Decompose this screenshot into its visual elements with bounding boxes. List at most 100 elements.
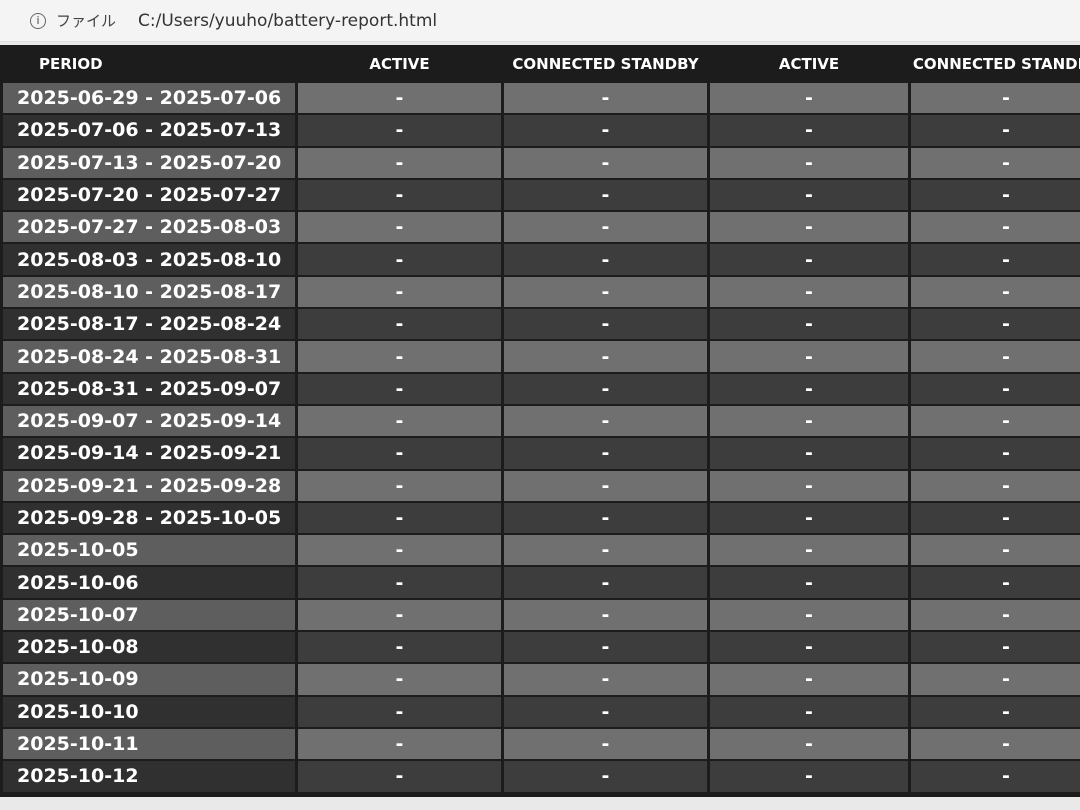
period-cell: 2025-10-09	[3, 664, 295, 695]
value-cell: -	[710, 632, 908, 663]
period-cell: 2025-08-17 - 2025-08-24	[3, 309, 295, 340]
value-cell: -	[298, 405, 501, 437]
value-cell: -	[504, 309, 707, 340]
value-cell: -	[911, 632, 1080, 663]
value-cell: -	[710, 761, 908, 792]
value-cell: -	[710, 470, 908, 501]
value-cell: -	[504, 535, 707, 566]
value-cell: -	[298, 309, 501, 340]
period-cell: 2025-10-07	[3, 599, 295, 631]
value-cell: -	[504, 179, 707, 211]
value-cell: -	[911, 502, 1080, 534]
value-cell: -	[911, 276, 1080, 308]
table-row: 2025-10-10- - - -	[3, 696, 1080, 727]
value-cell: -	[911, 373, 1080, 404]
value-cell: -	[504, 276, 707, 308]
header-row: PERIOD ACTIVE CONNECTED STANDBY ACTIVE CONNE…	[3, 47, 1080, 81]
period-cell: 2025-09-14 - 2025-09-21	[3, 438, 295, 469]
value-cell: -	[710, 599, 908, 631]
period-cell: 2025-06-29 - 2025-07-06	[3, 83, 295, 114]
value-cell: -	[298, 179, 501, 211]
table-row: 2025-09-14 - 2025-09-21- - - -	[3, 438, 1080, 469]
period-cell: 2025-09-07 - 2025-09-14	[3, 405, 295, 437]
value-cell: -	[911, 535, 1080, 566]
table-row: 2025-08-31 - 2025-09-07- - - -	[3, 373, 1080, 404]
period-cell: 2025-07-20 - 2025-07-27	[3, 179, 295, 211]
value-cell: -	[911, 438, 1080, 469]
value-cell: -	[504, 632, 707, 663]
table-row: 2025-07-20 - 2025-07-27- - - -	[3, 179, 1080, 211]
column-header: CONNECTED STANDBY	[912, 55, 1080, 73]
value-cell: -	[710, 502, 908, 534]
value-cell: -	[298, 728, 501, 760]
period-cell: 2025-08-31 - 2025-09-07	[3, 373, 295, 404]
table-row: 2025-08-10 - 2025-08-17- - - -	[3, 276, 1080, 308]
period-cell: 2025-08-10 - 2025-08-17	[3, 276, 295, 308]
column-header: PERIOD	[39, 55, 103, 73]
period-cell: 2025-10-06	[3, 567, 295, 598]
value-cell: -	[911, 664, 1080, 695]
value-cell: -	[298, 341, 501, 372]
value-cell: -	[504, 212, 707, 243]
value-cell: -	[504, 470, 707, 501]
value-cell: -	[911, 309, 1080, 340]
table-row: 2025-10-06- - - -	[3, 567, 1080, 598]
value-cell: -	[298, 599, 501, 631]
column-header: ACTIVE	[369, 55, 430, 73]
value-cell: -	[298, 244, 501, 275]
period-cell: 2025-10-05	[3, 535, 295, 566]
table-row: 2025-09-07 - 2025-09-14- - - -	[3, 405, 1080, 437]
usage-table: PERIOD ACTIVE CONNECTED STANDBY ACTIVE CONNE…	[0, 45, 1080, 794]
value-cell: -	[504, 147, 707, 178]
table-row: 2025-10-05- - - -	[3, 535, 1080, 566]
value-cell: -	[710, 405, 908, 437]
value-cell: -	[710, 373, 908, 404]
url[interactable]: C:/Users/yuuho/battery-report.html	[138, 10, 438, 31]
value-cell: -	[710, 341, 908, 372]
value-cell: -	[298, 632, 501, 663]
value-cell: -	[504, 83, 707, 114]
table-row: 2025-09-28 - 2025-10-05- - - -	[3, 502, 1080, 534]
period-cell: 2025-08-24 - 2025-08-31	[3, 341, 295, 372]
column-header: ACTIVE	[778, 55, 840, 73]
address-bar: i ファイル C:/Users/yuuho/battery-report.htm…	[0, 0, 1080, 42]
period-cell: 2025-09-21 - 2025-09-28	[3, 470, 295, 501]
value-cell: -	[710, 664, 908, 695]
period-cell: 2025-10-10	[3, 696, 295, 727]
table-row: 2025-08-03 - 2025-08-10- - - -	[3, 244, 1080, 275]
info-icon[interactable]: i	[30, 12, 46, 29]
period-cell: 2025-10-12	[3, 761, 295, 792]
value-cell: -	[298, 212, 501, 243]
value-cell: -	[298, 83, 501, 114]
value-cell: -	[298, 373, 501, 404]
value-cell: -	[911, 147, 1080, 178]
value-cell: -	[504, 115, 707, 146]
value-cell: -	[710, 696, 908, 727]
value-cell: -	[298, 147, 501, 178]
value-cell: -	[298, 761, 501, 792]
table-row: 2025-07-06 - 2025-07-13- - - -	[3, 115, 1080, 146]
period-cell: 2025-07-06 - 2025-07-13	[3, 115, 295, 146]
value-cell: -	[504, 438, 707, 469]
period-cell: 2025-08-03 - 2025-08-10	[3, 244, 295, 275]
value-cell: -	[911, 696, 1080, 727]
table-row: 2025-07-27 - 2025-08-03- - - -	[3, 212, 1080, 243]
value-cell: -	[710, 212, 908, 243]
value-cell: -	[298, 502, 501, 534]
period-cell: 2025-07-27 - 2025-08-03	[3, 212, 295, 243]
table-row: 2025-06-29 - 2025-07-06- - - -	[3, 83, 1080, 114]
value-cell: -	[710, 567, 908, 598]
value-cell: -	[504, 696, 707, 727]
value-cell: -	[298, 535, 501, 566]
table-row: 2025-08-17 - 2025-08-24- - - -	[3, 309, 1080, 340]
report: PERIOD ACTIVE CONNECTED STANDBY ACTIVE CONNE…	[0, 45, 1080, 797]
value-cell: -	[710, 147, 908, 178]
value-cell: -	[911, 341, 1080, 372]
value-cell: -	[911, 567, 1080, 598]
value-cell: -	[504, 341, 707, 372]
value-cell: -	[504, 405, 707, 437]
value-cell: -	[911, 179, 1080, 211]
value-cell: -	[710, 535, 908, 566]
table-row: 2025-08-24 - 2025-08-31- - - -	[3, 341, 1080, 372]
